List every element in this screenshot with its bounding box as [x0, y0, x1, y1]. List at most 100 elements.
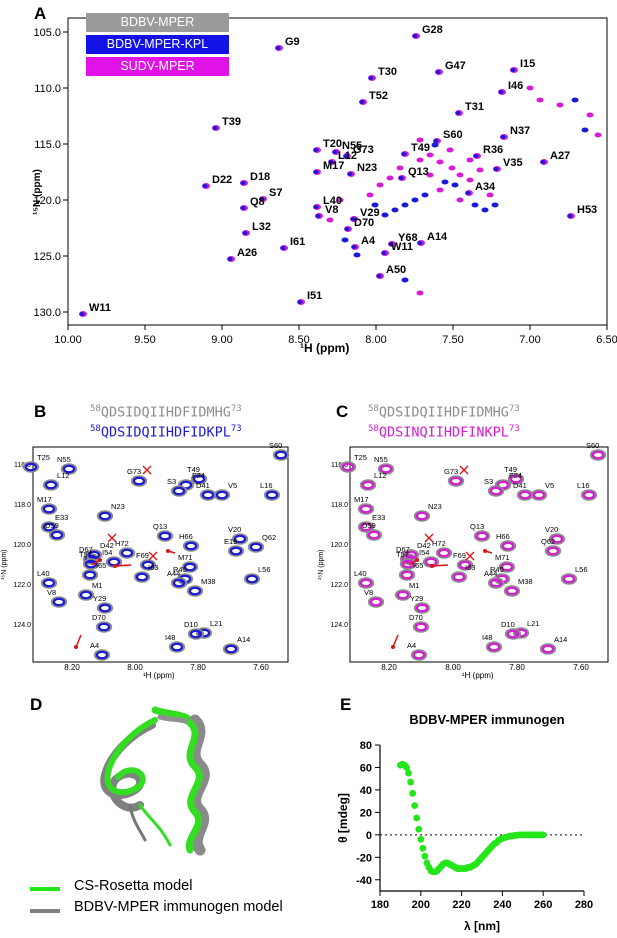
panel_c-peak: [400, 570, 414, 580]
panel-a-xtick-label: 9.00: [211, 334, 232, 346]
chart-xtick-label: 200: [412, 899, 430, 911]
panel_c-peak-ref: [530, 489, 548, 501]
panel-c-xlabel: ¹H (ppm): [462, 671, 494, 680]
panel_b-peak: [201, 490, 215, 500]
panel-a-peak: [594, 132, 602, 138]
panel_b-peak-label: N55: [57, 455, 71, 464]
panel_b-peak: [184, 541, 198, 551]
panel_c-peak-ref: [359, 479, 377, 491]
chart-point: [413, 814, 421, 822]
panel_c-peak-label: Q13: [470, 522, 484, 531]
panel_b-peak-ref: [118, 547, 136, 559]
panel_b-xtick-label: 8.20: [64, 663, 80, 672]
panel_c-xtick-label: 7.80: [509, 663, 525, 672]
panel-a-peak-label: N55: [342, 140, 362, 152]
panel-a-peak: [313, 170, 319, 174]
panel_b-peak: [42, 504, 56, 514]
panel_c-peak-label: T25: [354, 453, 367, 462]
panel-a-peak: [366, 192, 374, 198]
panel-a-peak: [540, 160, 546, 164]
panel_c-peak-label: H72: [432, 539, 446, 548]
panel_b-peak-label: D59: [45, 521, 59, 530]
panel-a-peak-label: V35: [503, 157, 523, 169]
panel-a-peak-label: Y68: [398, 232, 418, 244]
panel_c-peak-label: N23: [428, 502, 442, 511]
panel_c-peak-ref: [487, 485, 505, 497]
panel_b-peak-label: D70: [92, 613, 106, 622]
panel_b-peak: [158, 531, 172, 541]
panel_c-peak-label: M71: [495, 553, 510, 562]
panel_b-peak-ref: [22, 461, 40, 473]
panel_c-peak: [452, 572, 466, 582]
panel-a-peak: [421, 192, 429, 198]
chart-point: [411, 802, 419, 810]
panel_b-peak-ref: [263, 489, 281, 501]
panel_c-peak-ref: [357, 521, 375, 533]
panel_b-peak-ref: [133, 571, 151, 583]
panel_b-peak-ref: [81, 569, 99, 581]
panel_b-peak-ref: [222, 643, 240, 655]
panel-a-peak-label: A50: [386, 264, 406, 276]
panel-a-peak-label: A27: [550, 150, 570, 162]
panel_b-peak-ref: [182, 540, 200, 552]
chart-point: [405, 769, 412, 777]
panel-a-peak: [567, 214, 573, 218]
panel_b-peak-label: M38: [201, 577, 216, 586]
panel_c-peak-ref: [548, 533, 566, 545]
panel-a-peak: [336, 197, 344, 203]
panel_c-peak: [369, 597, 383, 607]
chart-ytick-label: -20: [356, 852, 372, 864]
panel_c-peak-label: D42: [417, 541, 431, 550]
panel-a-peak-label: G47: [445, 60, 466, 72]
panel_b-peak-label: A4: [90, 641, 99, 650]
panel_b-peak: [83, 570, 97, 580]
panel-a-peak: [240, 206, 246, 210]
panel_c-peak-label: F24: [509, 471, 522, 480]
panel_c-peak-ref: [357, 503, 375, 515]
panel_b-arrow-head: [166, 549, 170, 553]
panel_b-peak-ref: [42, 479, 60, 491]
panel-a-peak: [493, 167, 499, 171]
panel_b-peak-ref: [139, 559, 157, 571]
panel-a-peak: [315, 214, 321, 218]
panel_c-peak-ref: [512, 627, 530, 639]
panel_c-peak-label: D70: [409, 613, 423, 622]
legend-swatch-cs-rosetta: [30, 887, 60, 891]
panel_c-missing-peak-cross: [459, 465, 469, 475]
panel_c-peak: [514, 628, 528, 638]
panel_b-ytick-label: 124.0: [13, 622, 31, 629]
panel-a-peak-label: H53: [577, 204, 597, 216]
panel_b-ytick-label: 116.0: [14, 462, 31, 469]
panel-e-cd-chart: BDBV-MPER immunogen 180 200 220 240 260 280-4…: [337, 712, 593, 933]
panel-a-peak: [275, 46, 281, 50]
panel_c-arrow-head: [415, 558, 419, 562]
panel-a-peak: [313, 205, 319, 209]
chart-ytick-label: 60: [360, 762, 372, 774]
panel_c-peak: [582, 490, 596, 500]
panel-a-ytick-label: 110.0: [34, 83, 61, 95]
panel-a-peak: [411, 197, 419, 203]
panel_b-peak-ref: [95, 621, 113, 633]
panel_c-peak-label: L56: [575, 565, 588, 574]
panel_b-peak-label: S60: [269, 441, 282, 450]
panel-a-ytick-label: 105.0: [33, 27, 61, 39]
chart-point: [403, 764, 410, 771]
panel-a-letter: A: [34, 4, 47, 23]
panel_c-peak: [401, 559, 415, 569]
panel-a-peak-label: V29: [360, 207, 380, 219]
panel-a-peak: [441, 179, 449, 185]
panel-a-peak: [581, 127, 589, 133]
panel_b-missing-peak-cross: [107, 533, 117, 543]
panel-a-peak-label: T39: [222, 116, 241, 128]
panel-a-peak: [498, 90, 504, 94]
panel_c-peak-label: L16: [577, 481, 590, 490]
panel-a-peak-label: W11: [89, 302, 111, 314]
panel_c-peak-ref: [560, 573, 578, 585]
panel_c-arrow-head: [483, 549, 487, 553]
panel-a-peak-label: N23: [357, 162, 377, 174]
panel-a-peak: [455, 111, 461, 115]
panel_c-peak: [591, 450, 605, 460]
panel_b-peak: [249, 542, 263, 552]
panel-a-peak-label: I51: [307, 290, 322, 302]
panel-a-peak: [466, 177, 474, 183]
